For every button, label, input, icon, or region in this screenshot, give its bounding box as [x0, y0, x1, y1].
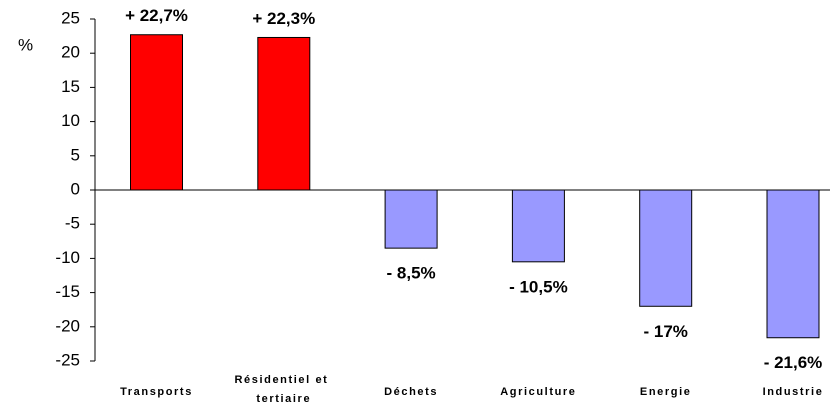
y-axis-label: %	[18, 35, 33, 54]
bar	[766, 189, 820, 339]
y-tick-label: 10	[61, 111, 80, 130]
y-tick-label: -10	[55, 248, 80, 267]
x-tick-label: Déchets	[384, 386, 438, 398]
bar	[384, 189, 438, 249]
bar	[511, 189, 565, 263]
x-tick-label: Transports	[120, 386, 193, 398]
bar	[639, 189, 693, 307]
value-label: - 8,5%	[387, 264, 436, 283]
x-tick-label: Industrie	[763, 386, 824, 398]
y-tick-label: 20	[61, 43, 80, 62]
y-tick-label: -15	[55, 282, 80, 301]
value-label: + 22,7%	[125, 6, 188, 25]
value-label: + 22,3%	[252, 9, 315, 28]
value-label: - 21,6%	[764, 353, 823, 372]
value-label: - 10,5%	[509, 277, 568, 296]
y-tick-label: 5	[71, 145, 80, 164]
x-tick-label: Résidentiel et tertiaire	[235, 374, 334, 405]
value-label: - 17%	[643, 322, 687, 341]
y-tick-label: -5	[65, 214, 80, 233]
bar	[257, 36, 311, 191]
y-tick-label: 25	[61, 8, 80, 27]
x-tick-label: Agriculture	[500, 386, 576, 398]
bar	[130, 34, 183, 191]
y-tick-label: 0	[71, 179, 80, 198]
x-tick-label: Energie	[640, 386, 692, 398]
y-tick-label: 15	[61, 77, 80, 96]
y-tick-label: -25	[55, 350, 80, 369]
y-tick-label: -20	[55, 316, 80, 335]
